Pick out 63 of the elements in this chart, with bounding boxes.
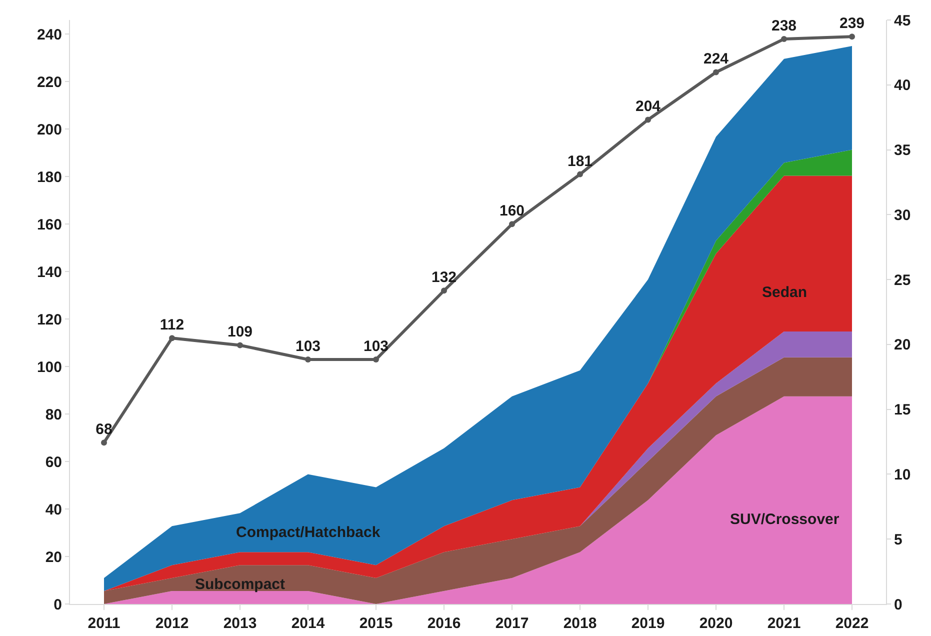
x-tick-label: 2019 [631,615,665,632]
point [305,356,311,362]
y-tick-label: 200 [36,121,62,138]
y2-tick-label: 0 [894,596,902,614]
y2-tick-label: 30 [894,206,911,224]
y-tick-label: 100 [36,358,62,376]
y-tick-label: 20 [45,548,62,566]
data-label: 181 [567,152,593,170]
x-tick-label: 2021 [767,615,801,632]
x-tick-label: 2017 [495,615,529,632]
y-tick-label: 80 [45,406,62,424]
x-tick-label: 2022 [835,615,869,632]
data-label: 103 [295,338,321,355]
series-label: SUV/Crossover [730,511,840,528]
series-label: Subcompact [195,576,286,593]
point [849,34,855,40]
point [101,440,107,446]
data-label: 239 [839,15,865,32]
y-tick-label: 60 [45,454,62,471]
point [441,288,447,294]
y2-tick-label: 15 [894,402,911,419]
x-tick-label: 2011 [88,615,120,632]
point [645,116,651,123]
y2-tick-label: 40 [894,77,911,94]
y-tick-label: 0 [54,596,62,614]
point [577,171,583,178]
data-label: 109 [227,324,253,341]
y-tick-label: 140 [36,264,62,281]
data-label: 103 [363,338,389,355]
y2-tick-label: 35 [894,142,911,160]
point [509,221,515,228]
y2-tick-label: 45 [894,12,911,30]
x-tick-label: 2013 [223,615,257,632]
y-tick-label: 220 [36,74,62,91]
data-label: 160 [499,202,525,220]
y-tick-label: 160 [36,216,62,234]
x-tick-label: 2020 [699,615,733,632]
y2-tick-label: 20 [894,336,911,354]
data-label: 112 [160,316,184,334]
x-tick-label: 2012 [155,615,189,632]
x-tick-label: 2014 [291,615,326,632]
point [373,356,379,362]
x-tick-label: 2016 [427,615,461,632]
y-tick-label: 240 [36,26,62,44]
y2-tick-label: 25 [894,272,911,289]
y2-tick-label: 5 [894,531,902,548]
y-tick-label: 180 [36,168,62,186]
x-tick-label: 2018 [563,615,597,632]
point [237,342,243,348]
data-label: 132 [431,269,457,286]
y-tick-label: 40 [45,501,62,518]
series-label: Compact/Hatchback [236,524,381,541]
y2-tick-label: 10 [894,466,911,484]
series-label: Sedan [762,284,808,301]
data-label: 224 [703,50,730,68]
y-tick-label: 120 [36,311,62,328]
data-label: 238 [771,17,797,34]
x-tick-label: 2015 [359,615,393,632]
data-label: 204 [635,98,662,116]
data-label: 68 [96,421,112,438]
point [713,69,719,76]
point [169,335,175,342]
point [781,36,787,42]
